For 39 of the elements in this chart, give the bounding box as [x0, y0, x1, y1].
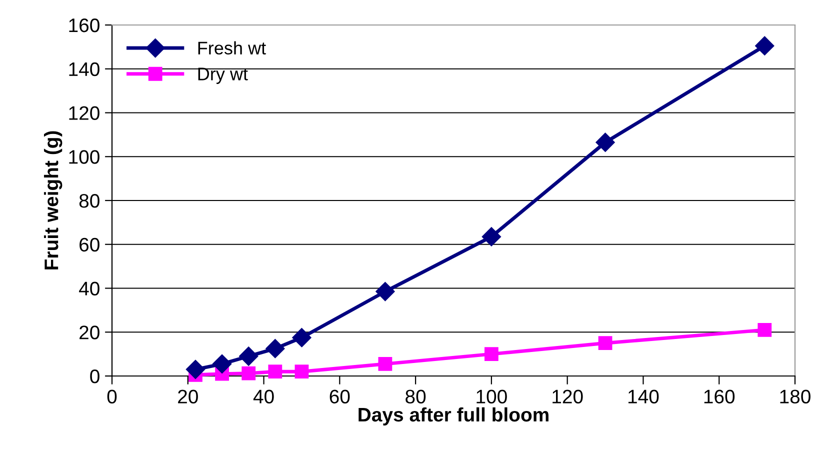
point	[598, 336, 612, 350]
x-tick-label: 0	[107, 390, 117, 404]
x-tick-label: 20	[178, 390, 198, 404]
x-tick-label: 140	[628, 390, 659, 404]
y-tick-label: 140	[69, 62, 100, 76]
y-tick-label: 40	[79, 282, 100, 296]
point	[292, 328, 312, 348]
y-tick-label: 60	[80, 238, 100, 252]
point	[755, 36, 774, 56]
y-tick-label: 0	[90, 369, 100, 384]
y-tick-label: 20	[80, 326, 100, 340]
x-tick-label: 120	[552, 390, 583, 404]
point	[266, 339, 285, 358]
y-tick-label: 120	[69, 106, 100, 120]
point	[242, 366, 256, 380]
legend-label: Fresh wt	[198, 41, 266, 55]
point	[268, 364, 282, 379]
point	[212, 354, 232, 374]
point	[186, 360, 206, 379]
y-tick-label: 160	[69, 18, 100, 32]
y-axis-title: Fruit weight (g)	[44, 131, 62, 270]
point	[239, 346, 258, 366]
x-tick-label: 180	[780, 390, 810, 404]
point	[378, 356, 392, 371]
point	[482, 227, 501, 246]
point	[376, 282, 395, 302]
x-tick-label: 100	[476, 390, 507, 404]
x-tick-label: 160	[704, 390, 735, 404]
point	[596, 132, 615, 152]
x-tick-label: 80	[406, 390, 426, 404]
point	[294, 364, 309, 379]
point	[484, 347, 498, 362]
x-axis-title: Days after full bloom	[358, 407, 548, 426]
x-tick-label: 40	[253, 390, 274, 404]
point	[758, 322, 772, 337]
x-tick-label: 60	[330, 390, 350, 404]
legend-label: Dry wt	[198, 68, 248, 84]
y-tick-label: 80	[79, 194, 100, 208]
y-tick-label: 100	[69, 150, 100, 164]
